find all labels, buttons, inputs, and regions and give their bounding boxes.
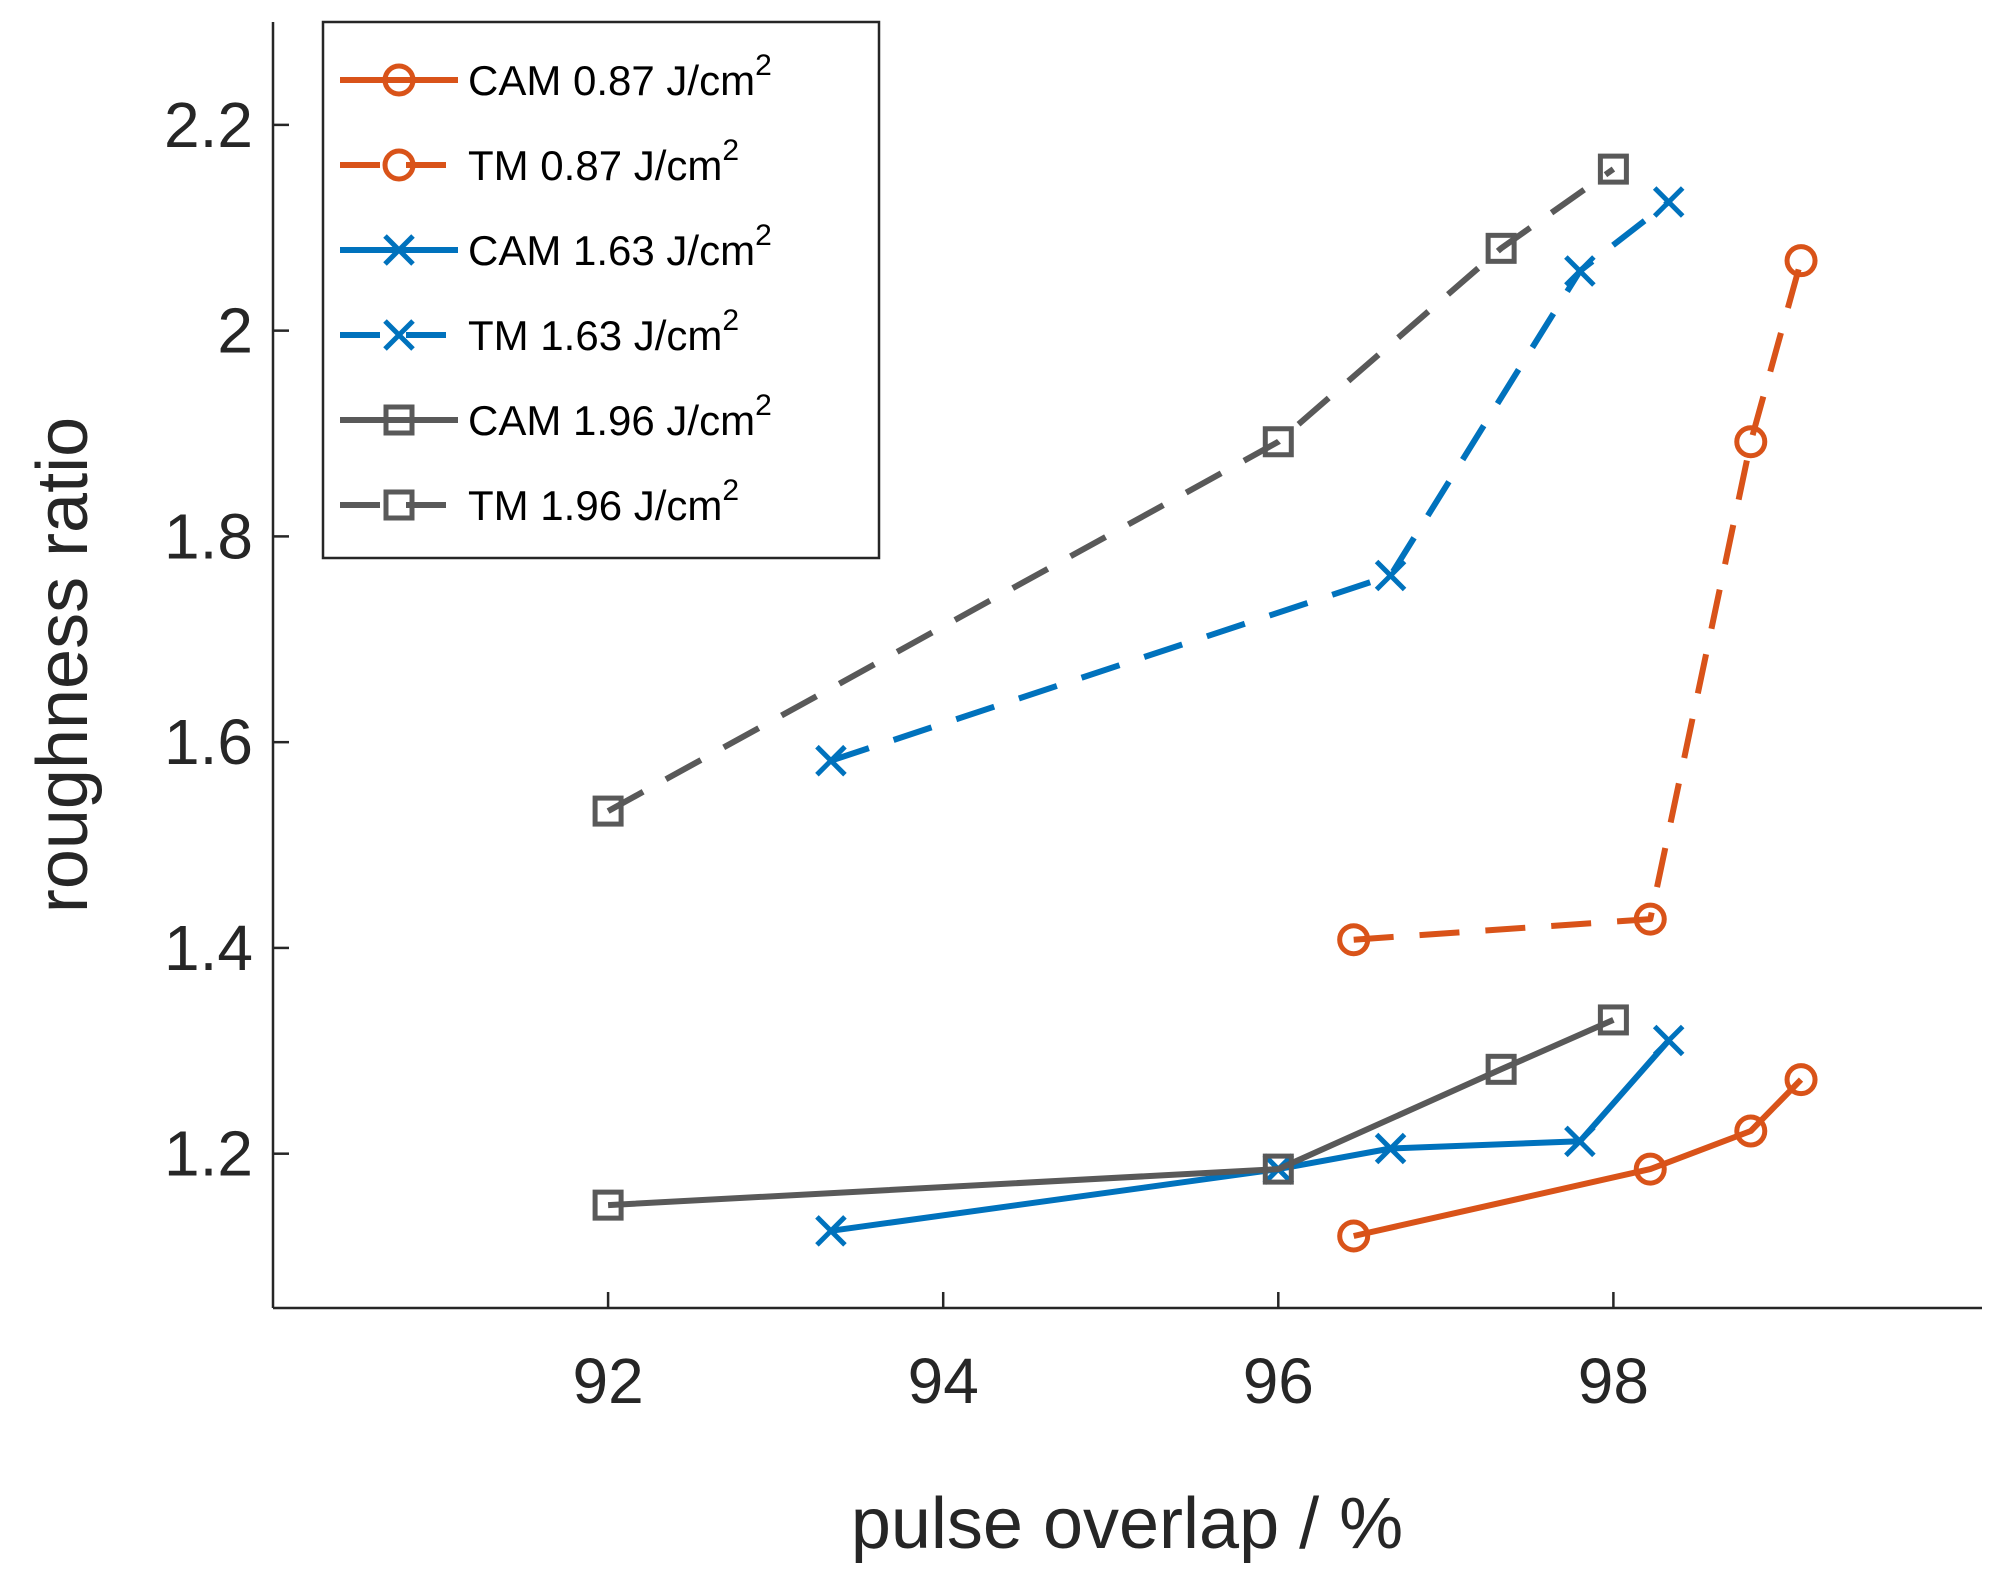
data-point-cam-0-87-j-cm — [1337, 1219, 1371, 1253]
series-line-cam-0-87-j-cm — [1353, 1077, 1804, 1239]
legend-label: CAM 1.63 J/cm2 — [468, 219, 772, 274]
series-tm-1-96-j-cm — [592, 153, 1629, 827]
series-cam-0-87-j-cm — [1337, 1063, 1818, 1253]
legend-item-cam-1-96-j-cm: CAM 1.96 J/cm2 — [340, 389, 772, 444]
data-point-cam-1-96-j-cm — [1485, 1053, 1517, 1085]
data-point-tm-1-96-j-cm — [1485, 232, 1517, 264]
data-point-cam-1-96-j-cm — [1262, 1153, 1294, 1185]
marks-layer — [592, 153, 1818, 1253]
series-line-tm-1-63-j-cm — [829, 199, 1671, 764]
data-point-cam-0-87-j-cm — [1784, 1063, 1818, 1097]
data-point-cam-1-96-j-cm — [1597, 1004, 1629, 1036]
axes-layer — [271, 22, 1982, 1310]
data-point-tm-1-63-j-cm — [1564, 255, 1596, 287]
legend-label: TM 1.96 J/cm2 — [468, 474, 739, 529]
data-point-tm-1-63-j-cm — [815, 744, 847, 777]
x-tick-label: 92 — [573, 1345, 644, 1417]
data-point-tm-1-96-j-cm — [592, 795, 624, 827]
legend-marker — [383, 489, 415, 521]
series-line-tm-1-96-j-cm — [606, 166, 1616, 814]
data-point-cam-1-63-j-cm — [815, 1215, 847, 1247]
legend-marker — [383, 319, 415, 351]
data-point-tm-1-63-j-cm — [1374, 559, 1407, 592]
legend: CAM 0.87 J/cm2 TM 0.87 J/cm2 CAM 1.63 J/cm… — [321, 20, 881, 560]
x-tick-label: 98 — [1578, 1345, 1649, 1417]
y-axis-title: roughness ratio — [23, 417, 103, 913]
data-point-tm-0-87-j-cm — [1734, 425, 1768, 459]
legend-item-cam-1-63-j-cm: CAM 1.63 J/cm2 — [340, 219, 772, 274]
y-tick-label: 2 — [217, 295, 253, 367]
y-tick-label: 1.2 — [164, 1118, 253, 1190]
data-point-tm-1-96-j-cm — [1597, 153, 1629, 185]
y-tick-label: 1.4 — [164, 912, 253, 984]
legend-item-tm-1-96-j-cm: TM 1.96 J/cm2 — [340, 474, 739, 529]
legend-marker — [382, 63, 416, 97]
data-point-cam-1-63-j-cm — [1564, 1125, 1596, 1158]
data-point-cam-1-63-j-cm — [1652, 1024, 1685, 1057]
data-point-cam-0-87-j-cm — [1633, 1152, 1667, 1186]
legend-marker — [382, 148, 416, 182]
data-point-tm-0-87-j-cm — [1337, 923, 1371, 957]
legend-box — [321, 20, 881, 560]
legend-marker — [383, 404, 415, 436]
series-line-cam-1-96-j-cm — [607, 1017, 1615, 1209]
legend-item-tm-1-63-j-cm: TM 1.63 J/cm2 — [340, 304, 739, 359]
legend-label: TM 0.87 J/cm2 — [468, 134, 739, 189]
data-point-tm-1-63-j-cm — [1652, 186, 1685, 218]
legend-marker — [383, 234, 415, 266]
legend-label: CAM 1.96 J/cm2 — [468, 389, 772, 444]
data-point-cam-1-96-j-cm — [592, 1189, 624, 1221]
legend-label: TM 1.63 J/cm2 — [468, 304, 739, 359]
x-tick-label: 94 — [908, 1345, 979, 1417]
y-tick-label: 2.2 — [164, 89, 253, 161]
series-cam-1-63-j-cm — [815, 1024, 1685, 1247]
ticks-layer: 92 94 96 98 1.2 1.4 1.6 1.8 2 2.2 — [164, 89, 1649, 1417]
legend-label: CAM 0.87 J/cm2 — [468, 49, 772, 104]
y-tick-label: 1.6 — [164, 706, 253, 778]
data-point-tm-0-87-j-cm — [1784, 244, 1818, 278]
series-tm-0-87-j-cm — [1337, 244, 1818, 957]
x-axis-title: pulse overlap / % — [851, 1484, 1403, 1564]
data-point-tm-1-96-j-cm — [1262, 426, 1294, 458]
data-point-tm-0-87-j-cm — [1633, 902, 1667, 936]
y-tick-label: 1.8 — [164, 500, 253, 572]
legend-item-tm-0-87-j-cm: TM 0.87 J/cm2 — [340, 134, 739, 189]
legend-item-cam-0-87-j-cm: CAM 0.87 J/cm2 — [340, 49, 772, 104]
series-tm-1-63-j-cm — [815, 186, 1685, 777]
data-point-cam-1-63-j-cm — [1374, 1132, 1407, 1165]
series-cam-1-96-j-cm — [592, 1004, 1629, 1221]
x-tick-label: 96 — [1243, 1345, 1314, 1417]
series-line-tm-0-87-j-cm — [1353, 259, 1804, 943]
data-point-cam-0-87-j-cm — [1734, 1114, 1768, 1148]
